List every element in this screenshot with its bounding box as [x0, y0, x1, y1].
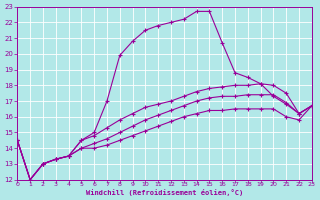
- X-axis label: Windchill (Refroidissement éolien,°C): Windchill (Refroidissement éolien,°C): [86, 189, 243, 196]
